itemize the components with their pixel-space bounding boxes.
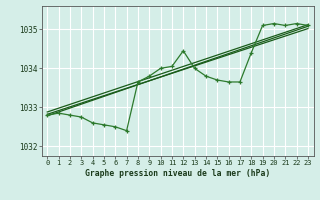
- X-axis label: Graphe pression niveau de la mer (hPa): Graphe pression niveau de la mer (hPa): [85, 169, 270, 178]
